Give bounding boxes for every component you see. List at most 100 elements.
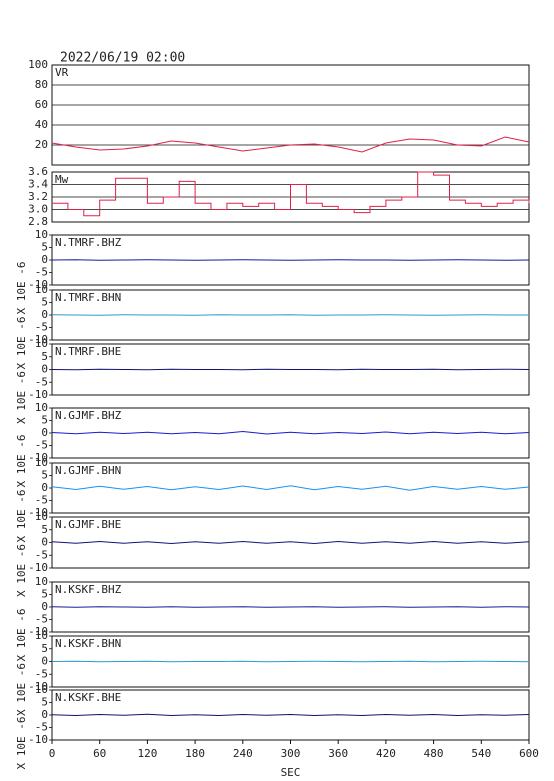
x-tick-label: 600: [519, 747, 539, 760]
series-line: [51, 713, 530, 717]
y-axis-label: X 10E -6: [15, 435, 28, 488]
y-tick-label: -10: [28, 733, 48, 746]
y-axis-label: X 10E -6: [15, 317, 28, 370]
y-tick-label: -5: [35, 266, 48, 279]
y-tick-label: 100: [28, 58, 48, 71]
series-line: [51, 540, 530, 545]
y-tick-label: -10: [28, 333, 48, 346]
y-tick-label: -5: [35, 613, 48, 626]
y-tick-label: -10: [28, 561, 48, 574]
y-tick-label: 0: [41, 708, 48, 721]
x-tick-label: 180: [185, 747, 205, 760]
y-tick-label: -10: [28, 451, 48, 464]
y-tick-label: 0: [41, 655, 48, 668]
y-tick-label: 60: [35, 98, 48, 111]
y-axis-label: X 10E -6: [15, 609, 28, 662]
y-tick-label: -5: [35, 721, 48, 734]
x-tick-label: 240: [233, 747, 253, 760]
y-tick-label: -10: [28, 506, 48, 519]
y-tick-label: 10: [35, 683, 48, 696]
y-axis-label: X 10E -6: [15, 663, 28, 716]
y-tick-label: 5: [41, 296, 48, 309]
y-tick-label: 5: [41, 469, 48, 482]
y-tick-label: 10: [35, 456, 48, 469]
y-tick-label: 3.6: [28, 165, 48, 178]
y-tick-label: 2.8: [28, 215, 48, 228]
x-axis-label: SEC: [281, 766, 301, 779]
x-tick-label: 420: [376, 747, 396, 760]
x-tick-label: 540: [471, 747, 491, 760]
y-tick-label: 0: [41, 426, 48, 439]
y-tick-label: 10: [35, 401, 48, 414]
series-line: [52, 171, 530, 217]
y-tick-label: 10: [35, 228, 48, 241]
y-tick-label: -10: [28, 680, 48, 693]
x-tick-label: 480: [424, 747, 444, 760]
y-tick-label: 5: [41, 241, 48, 254]
y-tick-label: 5: [41, 414, 48, 427]
series-label: N.TMRF.BHN: [55, 291, 121, 304]
y-tick-label: 0: [41, 308, 48, 321]
panel-frame: [51, 171, 530, 223]
y-tick-label: -5: [35, 667, 48, 680]
y-tick-label: 40: [35, 118, 48, 131]
y-tick-label: 5: [41, 588, 48, 601]
series-line: [51, 660, 530, 663]
panel-frame: [51, 64, 530, 166]
y-tick-label: 3.0: [28, 203, 48, 216]
y-tick-label: 3.2: [28, 190, 48, 203]
panel-frame: [51, 516, 530, 569]
series-label: N.KSKF.BHN: [55, 637, 121, 650]
y-tick-label: 5: [41, 523, 48, 536]
y-tick-label: 0: [41, 600, 48, 613]
y-tick-label: -5: [35, 375, 48, 388]
y-tick-label: 10: [35, 337, 48, 350]
y-tick-label: 5: [41, 696, 48, 709]
y-tick-label: 20: [35, 138, 48, 151]
series-label: N.KSKF.BHE: [55, 691, 121, 704]
panel-frame: [51, 462, 530, 514]
y-tick-label: 3.4: [28, 178, 48, 191]
series-line: [51, 485, 530, 491]
series-line: [51, 314, 529, 316]
y-tick-label: 10: [35, 510, 48, 523]
x-tick-label: 60: [93, 747, 106, 760]
y-axis-label: X 10E -6: [15, 490, 28, 543]
y-tick-label: 0: [41, 481, 48, 494]
series-label: N.TMRF.BHZ: [55, 236, 122, 249]
y-tick-label: 0: [41, 363, 48, 376]
series-label: N.GJMF.BHN: [55, 464, 121, 477]
y-tick-label: 80: [35, 78, 48, 91]
series-label: VR: [55, 66, 69, 79]
x-tick-label: 360: [328, 747, 348, 760]
y-tick-label: -10: [28, 388, 48, 401]
y-tick-label: -5: [35, 494, 48, 507]
y-tick-label: 0: [41, 253, 48, 266]
y-axis-label: X 10E -6: [15, 262, 28, 315]
x-tick-label: 0: [49, 747, 56, 760]
y-tick-label: 10: [35, 283, 48, 296]
series-line: [51, 606, 530, 608]
y-tick-label: -5: [35, 548, 48, 561]
series-line: [51, 368, 530, 371]
x-tick-label: 120: [137, 747, 157, 760]
series-label: N.TMRF.BHE: [55, 345, 121, 358]
y-tick-label: 5: [41, 642, 48, 655]
y-tick-label: 10: [35, 575, 48, 588]
y-axis-label: X 10E -6: [15, 717, 28, 770]
series-label: N.GJMF.BHE: [55, 518, 121, 531]
series-line: [51, 259, 530, 261]
y-axis-label: X 10E -6: [15, 544, 28, 597]
y-tick-label: 5: [41, 350, 48, 363]
series-label: N.KSKF.BHZ: [55, 583, 122, 596]
chart-title: 2022/06/19 02:00: [60, 51, 185, 66]
y-tick-label: -10: [28, 278, 48, 291]
y-tick-label: 10: [35, 629, 48, 642]
x-tick-label: 300: [281, 747, 301, 760]
y-axis-label: X 10E -6: [15, 371, 28, 424]
y-tick-label: -10: [28, 625, 48, 638]
y-tick-label: 0: [41, 536, 48, 549]
y-tick-label: -5: [35, 321, 48, 334]
series-label: N.GJMF.BHZ: [55, 409, 122, 422]
